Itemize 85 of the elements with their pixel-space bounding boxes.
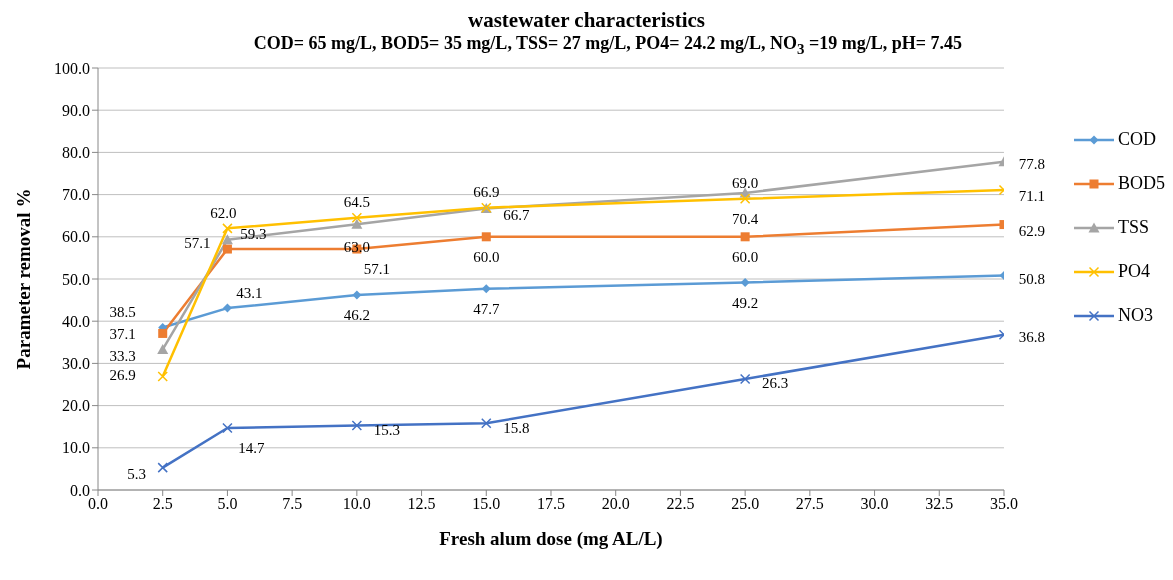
data-label: 36.8 xyxy=(1018,328,1046,345)
point xyxy=(157,370,168,382)
y-tick-label: 80.0 xyxy=(62,143,90,161)
x-tick-label: 22.5 xyxy=(666,494,695,512)
point xyxy=(351,218,363,229)
y-tick-label: 40.0 xyxy=(62,312,90,330)
x-tick-label: 12.5 xyxy=(407,494,436,512)
x-tick-label: 17.5 xyxy=(536,494,565,512)
point xyxy=(157,343,169,354)
x-tick-label: 10.0 xyxy=(342,494,371,512)
data-label: 47.7 xyxy=(473,300,500,317)
data-label: 77.8 xyxy=(1018,155,1046,172)
point xyxy=(481,231,491,241)
x-tick-label: 15.0 xyxy=(472,494,501,512)
x-tick-label: 27.5 xyxy=(795,494,824,512)
data-label: 69.0 xyxy=(732,174,759,191)
legend-label: PO4 xyxy=(1117,261,1150,283)
y-tick-label: 70.0 xyxy=(62,185,90,203)
point xyxy=(222,303,232,313)
y-tick-label: 50.0 xyxy=(62,270,90,288)
data-label: 66.9 xyxy=(473,183,500,200)
data-label: 49.2 xyxy=(732,294,759,311)
point xyxy=(739,373,751,384)
data-label: 38.5 xyxy=(109,303,136,320)
y-axis-title: Parameter removal % xyxy=(12,188,34,369)
data-label: 71.1 xyxy=(1018,187,1046,204)
y-tick-label: 20.0 xyxy=(62,396,90,414)
data-label: 26.3 xyxy=(762,375,789,392)
data-label: 70.4 xyxy=(732,210,759,227)
point xyxy=(157,461,168,473)
data-label: 33.3 xyxy=(109,347,136,364)
y-tick-label: 90.0 xyxy=(62,101,90,119)
x-tick-label: 30.0 xyxy=(860,494,889,512)
chart-subtitle: COD= 65 mg/L, BOD5= 35 mg/L, TSS= 27 mg/L, PO4= 24.2 mg/L, NO$_{3}$ =19 mg/L, pH= 7.45 xyxy=(252,33,964,58)
data-label: 66.7 xyxy=(503,206,530,223)
data-label: 14.7 xyxy=(238,440,266,456)
y-tick-label: 60.0 xyxy=(62,228,90,246)
data-label: 62.9 xyxy=(1018,222,1046,239)
data-label: 15.8 xyxy=(503,419,530,436)
y-tick-label: 30.0 xyxy=(62,354,90,372)
legend-label: COD xyxy=(1117,129,1156,151)
data-label: 5.3 xyxy=(127,465,147,482)
data-label: 59.3 xyxy=(240,225,267,242)
point xyxy=(740,231,750,241)
data-label: 50.8 xyxy=(1018,270,1046,287)
x-tick-label: 0.0 xyxy=(88,494,108,512)
data-label: 64.5 xyxy=(343,193,370,210)
y-tick-label: 10.0 xyxy=(62,439,90,457)
point xyxy=(351,212,363,223)
point xyxy=(740,277,750,287)
legend-label: TSS xyxy=(1117,217,1150,239)
legend-label: NO3 xyxy=(1117,305,1153,327)
x-tick-label: 2.5 xyxy=(152,494,173,512)
data-label: 46.2 xyxy=(343,307,370,324)
point xyxy=(739,193,751,204)
x-tick-label: 7.5 xyxy=(282,494,303,512)
data-label: 60.0 xyxy=(473,248,500,265)
x-tick-label: 35.0 xyxy=(989,494,1018,512)
point xyxy=(481,283,491,293)
x-tick-label: 20.0 xyxy=(601,494,630,512)
data-label: 26.9 xyxy=(109,366,136,383)
data-label: 60.0 xyxy=(732,248,759,265)
data-label: 57.1 xyxy=(363,261,390,278)
data-label: 15.3 xyxy=(373,421,400,438)
data-label: 37.1 xyxy=(109,325,136,342)
data-label: 62.0 xyxy=(210,204,237,221)
point xyxy=(352,290,362,300)
point xyxy=(481,417,492,429)
y-tick-label: 100.0 xyxy=(54,59,90,77)
point xyxy=(158,328,168,338)
data-label: 57.1 xyxy=(184,235,211,252)
data-label: 63.0 xyxy=(343,238,370,255)
x-axis-title: Fresh alum dose (mg AL/L) xyxy=(439,527,663,550)
point xyxy=(221,233,233,244)
legend-label: BOD5 xyxy=(1117,173,1165,195)
data-label: 43.1 xyxy=(236,284,263,301)
x-tick-label: 32.5 xyxy=(925,494,954,512)
point xyxy=(222,422,233,433)
point xyxy=(222,222,233,234)
x-tick-label: 5.0 xyxy=(217,494,238,512)
chart-title: wastewater characteristics xyxy=(467,8,706,33)
point xyxy=(222,244,232,254)
point xyxy=(351,419,363,431)
y-tick-label: 0.0 xyxy=(70,481,90,499)
x-tick-label: 25.0 xyxy=(731,494,760,512)
